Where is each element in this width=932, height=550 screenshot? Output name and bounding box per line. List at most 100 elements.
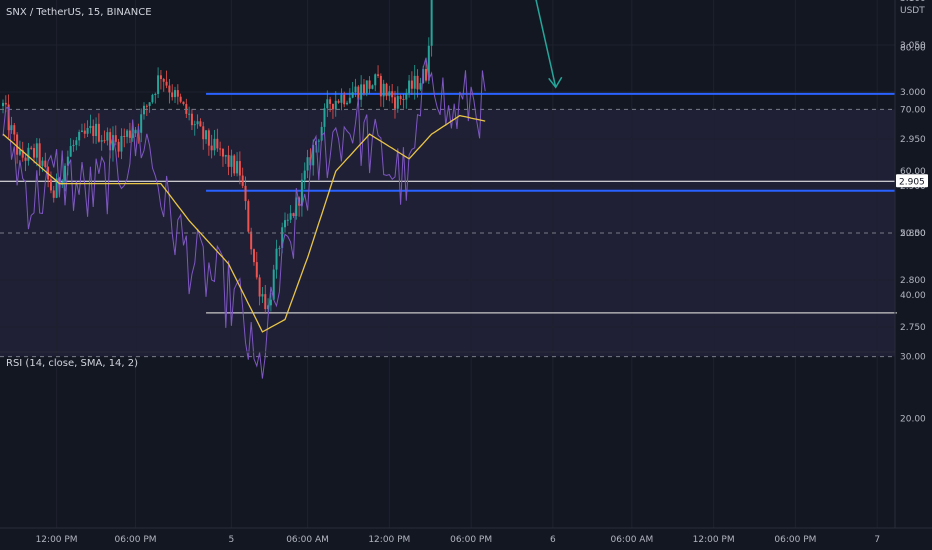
candle-body [292, 213, 295, 217]
candle-body [27, 147, 30, 161]
horizontal-levels[interactable] [0, 0, 897, 314]
candle-body [44, 160, 47, 168]
rsi-tick-label: 60.00 [900, 167, 926, 177]
rsi-panel [0, 57, 895, 379]
time-axis[interactable]: 12:00 PM 06:00 PM 5 06:00 AM 12:00 PM 06:00 P… [36, 535, 880, 545]
candle-body [69, 146, 72, 157]
candle-body [303, 170, 306, 180]
candle-body [2, 102, 4, 107]
candle-body [275, 248, 278, 270]
candle-body [219, 148, 222, 150]
currency-label: USDT [900, 6, 925, 16]
candle-body [196, 121, 199, 125]
candle-body [371, 85, 374, 89]
candle-body [334, 100, 337, 110]
price-tick-label: 2.950 [900, 135, 926, 145]
candle-body [360, 84, 363, 100]
candle-body [165, 81, 168, 86]
candle-body [216, 138, 219, 149]
candle-body [323, 108, 326, 127]
candle-body [58, 178, 61, 185]
candle-body [331, 103, 334, 110]
candle-body [18, 150, 21, 155]
candle-body [320, 126, 323, 141]
candle-body [49, 179, 52, 191]
candle-body [193, 124, 196, 126]
rsi-tick-label: 40.00 [900, 291, 926, 301]
candle-body [430, 0, 433, 46]
candle-body [329, 99, 332, 104]
candle-body [154, 93, 157, 95]
candle-body [241, 175, 244, 186]
candle-body [382, 83, 385, 97]
candle-body [106, 132, 109, 141]
candle-body [134, 129, 137, 134]
candle-body [111, 135, 114, 151]
time-tick-label: 12:00 PM [36, 535, 78, 545]
candle-body [157, 75, 160, 94]
candle-body [151, 94, 154, 103]
candle-body [289, 213, 292, 220]
candle-body [7, 104, 10, 131]
candle-body [123, 135, 126, 137]
candle-body [92, 125, 95, 137]
candle-body [120, 135, 123, 152]
candle-body [176, 90, 179, 97]
arrow-head [548, 76, 563, 89]
candle-body [75, 140, 78, 145]
price-tick-label: 2.750 [900, 323, 926, 333]
candle-body [66, 156, 69, 166]
time-tick-label: 06:00 AM [286, 535, 329, 545]
candle-body [21, 150, 24, 158]
candle-body [38, 143, 41, 166]
candle-body [97, 123, 100, 142]
candle-body [188, 113, 191, 115]
candle-body [140, 114, 143, 133]
candle-body [174, 90, 177, 98]
candle-body [286, 219, 289, 221]
candle-body [425, 68, 427, 81]
rsi-line [2, 57, 486, 379]
candle-body [351, 92, 354, 98]
candle-body [103, 140, 106, 142]
candle-body [64, 165, 67, 183]
candle-body [267, 305, 270, 310]
candle-body [162, 79, 165, 82]
candle-body [190, 113, 193, 126]
candle-body [255, 262, 258, 278]
rsi-axis[interactable]: 20.00 30.00 40.00 50.00 60.00 70.00 80.00 [900, 44, 926, 425]
crosshair-tag [896, 174, 928, 188]
candle-body [4, 102, 7, 105]
rsi-ma-line [2, 114, 486, 333]
candle-body [221, 149, 224, 157]
projection-arrow[interactable] [513, 0, 563, 89]
price-tags: SNXUSDT3.1932.905 [896, 174, 928, 188]
candle-body [117, 141, 120, 152]
candle-body [100, 140, 103, 142]
candle-body [159, 75, 162, 80]
candle-body [354, 86, 357, 93]
candle-body [250, 231, 253, 250]
candle-body [252, 249, 255, 263]
candle-body [427, 45, 430, 81]
candle-body [72, 144, 75, 147]
candle-body [143, 105, 145, 115]
candle-body [300, 179, 303, 206]
candle-body [213, 138, 216, 151]
time-tick-label: 06:00 AM [610, 535, 653, 545]
candle-body [413, 75, 416, 89]
candle-body [109, 132, 112, 151]
candle-body [258, 277, 261, 297]
candle-body [95, 123, 98, 137]
candle-body [55, 178, 58, 198]
candle-body [374, 74, 377, 86]
candle-body [261, 294, 264, 297]
candle-body [368, 80, 371, 89]
candle-body [244, 185, 247, 202]
arrow-shaft[interactable] [513, 0, 557, 88]
rsi-tick-label: 70.00 [900, 105, 926, 115]
candle-body [419, 83, 422, 90]
candle-body [30, 147, 33, 149]
candle-body [388, 91, 391, 97]
